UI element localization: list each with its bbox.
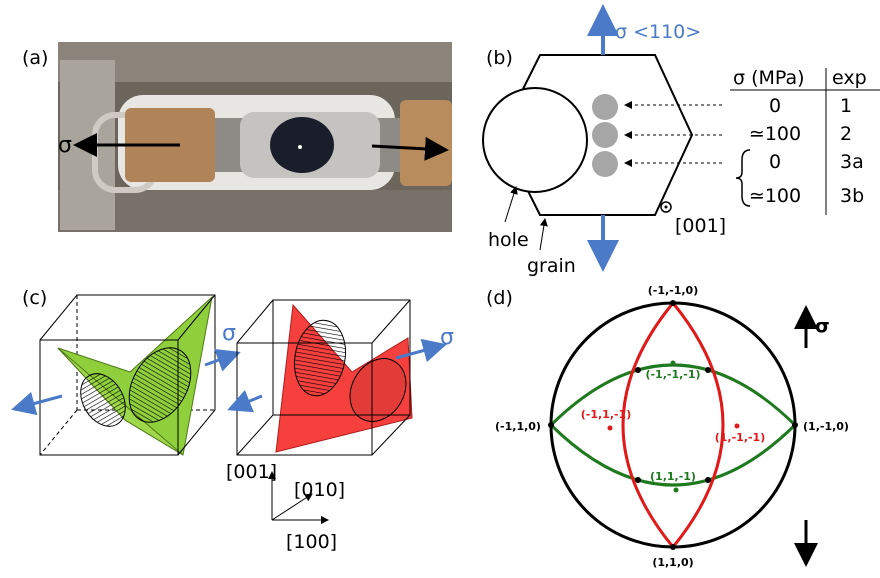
panel-a-shape (58, 190, 452, 232)
table-cell: 3b (840, 185, 864, 207)
grain-label: grain (527, 255, 576, 277)
panel-c-shape (271, 493, 313, 521)
table-cell: 2 (840, 123, 852, 145)
panel-label: (d) (486, 287, 513, 309)
stress-label: σ <110> (615, 21, 701, 43)
panel-c-shape (11, 391, 63, 416)
table-cell: 0 (769, 151, 781, 173)
hole-label: hole (488, 229, 529, 251)
table-cell: 1 (840, 95, 852, 117)
table-cell: ≃100 (749, 123, 801, 145)
table-header: exp (832, 67, 867, 89)
pole-label: (-1,1,0) (495, 420, 541, 433)
panel-d-shape-shape (705, 367, 711, 373)
sigma-label: σ (222, 321, 236, 346)
panel-c-shape (371, 414, 411, 456)
panel-label: (a) (22, 47, 48, 69)
panel-d: (d) (-1,-1,0) (1,1,0) (-1,1,0) (1,-1,0) … (486, 284, 849, 569)
panel-a-shape (298, 145, 302, 149)
table-cell: 0 (769, 95, 781, 117)
panel-d-shape-shape (635, 367, 641, 373)
panel-d-shape-shape (548, 422, 554, 428)
panel-c-shape (128, 347, 192, 423)
panel-d-shape-shape (670, 544, 676, 550)
axis-label: [010] (294, 479, 345, 501)
panel-d-shape-shape (792, 422, 798, 428)
direction-label: [001] (675, 215, 726, 237)
table-header: σ (MPa) (733, 67, 805, 89)
panel-d-shape-shape (670, 300, 676, 306)
point-label: (1,1,-1) (650, 470, 696, 483)
panel-d-shape (734, 423, 740, 429)
pole-label: (1,-1,0) (803, 420, 849, 433)
panel-d-shape (549, 301, 797, 549)
panel-b-shape (504, 186, 518, 223)
panel-c-shape (236, 299, 274, 344)
panel-c-shape (294, 319, 346, 397)
sigma-label: σ (440, 325, 454, 350)
panel-a: (a) σ (22, 42, 452, 232)
panel-c-shape (204, 348, 241, 372)
panel-c: (c) σ σ [001] [010] [100] (11, 287, 454, 553)
panel-a-shape (58, 42, 452, 82)
panel-b-shape (592, 122, 618, 148)
panel-b-shape (592, 151, 618, 177)
point-label: (-1,1,-1) (581, 408, 632, 421)
panel-b-shape (660, 201, 672, 213)
panel-d-shape-shape (705, 477, 711, 483)
panel-d-shape (548, 300, 798, 550)
panel-label: (b) (486, 47, 513, 69)
point-label: (-1,-1,-1) (645, 368, 700, 381)
panel-b-shape (664, 205, 668, 209)
panel-c-shape (272, 299, 411, 416)
panel-c-shape (371, 299, 411, 344)
panel-label: (c) (22, 287, 47, 309)
panel-c-shape (39, 339, 179, 456)
panel-c-shape (395, 338, 447, 363)
pole-label: (-1,-1,0) (648, 284, 699, 297)
axis-label: [001] (226, 461, 277, 483)
table-rows: 0 1 ≃100 2 0 3a ≃100 3b (749, 95, 864, 207)
panel-c-shape (80, 373, 126, 427)
axis-label: [100] (286, 531, 337, 553)
panel-b-shape (539, 218, 548, 251)
panel-d-shape-shape (635, 477, 641, 483)
panel-d-shape (548, 363, 798, 487)
panel-c-shape (39, 409, 78, 456)
pole-label: (1,1,0) (652, 556, 693, 569)
table-cell: ≃100 (749, 185, 801, 207)
panel-b-shape (735, 149, 751, 207)
panel-d-shape (621, 300, 725, 550)
sigma-label: σ (58, 133, 72, 158)
panel-d-shape (607, 425, 613, 431)
panel-b-shape (592, 94, 618, 120)
table-cell: 3a (840, 151, 864, 173)
sigma-label: σ (815, 315, 830, 337)
panel-a-shape (400, 100, 452, 186)
panel-a-shape (270, 117, 334, 173)
point-label: (1,-1,-1) (715, 431, 766, 444)
panel-b: (b) σ <110> [001] hole grain σ (MPa) exp… (482, 4, 880, 277)
panel-c-shape (227, 389, 263, 413)
panel-c-shape (177, 294, 216, 341)
panel-b-shape (482, 87, 588, 193)
panel-a-shape (371, 136, 449, 161)
panel-d-shape (673, 487, 679, 493)
panel-c-shape (349, 358, 407, 422)
panel-c-shape (236, 414, 274, 456)
panel-d-shape (670, 360, 676, 366)
